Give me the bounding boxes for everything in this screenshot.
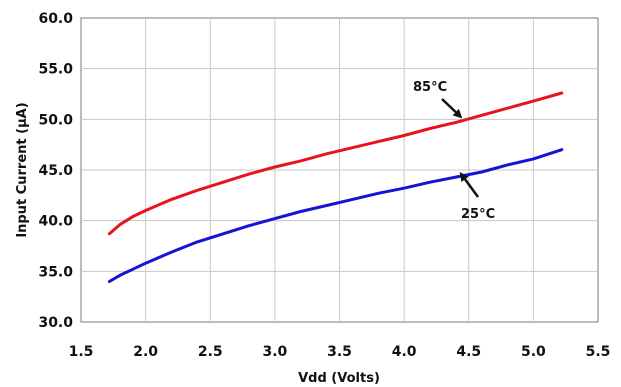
annotation-layer: 85°C 25°C [413,80,495,222]
series-line-25c [107,148,564,283]
annotation-85c-text: 85°C [413,80,447,95]
x-tick-label: 5.5 [586,344,611,360]
x-tick-label: 4.0 [392,344,417,360]
y-tick-labels: 30.0 35.0 40.0 45.0 50.0 55.0 60.0 [38,11,73,331]
y-axis-label: Input Current (μA) [15,102,30,237]
grid-horizontal [81,68,598,272]
x-tick-label: 3.5 [327,344,352,360]
y-tick-label: 50.0 [38,112,73,128]
x-tick-label: 5.0 [521,344,546,360]
y-tick-label: 55.0 [38,62,73,78]
x-axis-label: Vdd (Volts) [298,371,380,386]
x-tick-labels: 1.5 2.0 2.5 3.0 3.5 4.0 4.5 5.0 5.5 [69,344,611,360]
series-line-85c [107,91,564,236]
x-tick-label: 3.0 [262,344,287,360]
series-layer [107,91,564,283]
y-tick-label: 60.0 [38,11,73,27]
annotation-25c-arrow [464,178,480,198]
y-tick-label: 45.0 [38,163,73,179]
annotation-85c-arrow [441,98,457,114]
y-tick-label: 30.0 [38,315,73,331]
y-tick-label: 35.0 [38,264,73,280]
annotation-85c-arrowhead [452,108,463,119]
x-tick-label: 2.0 [133,344,158,360]
y-tick-label: 40.0 [38,214,73,230]
annotation-25c-text: 25°C [461,207,495,222]
x-tick-label: 2.5 [198,344,223,360]
annotation-25c-arrowhead [459,172,469,182]
x-tick-label: 4.5 [456,344,481,360]
x-tick-label: 1.5 [69,344,94,360]
